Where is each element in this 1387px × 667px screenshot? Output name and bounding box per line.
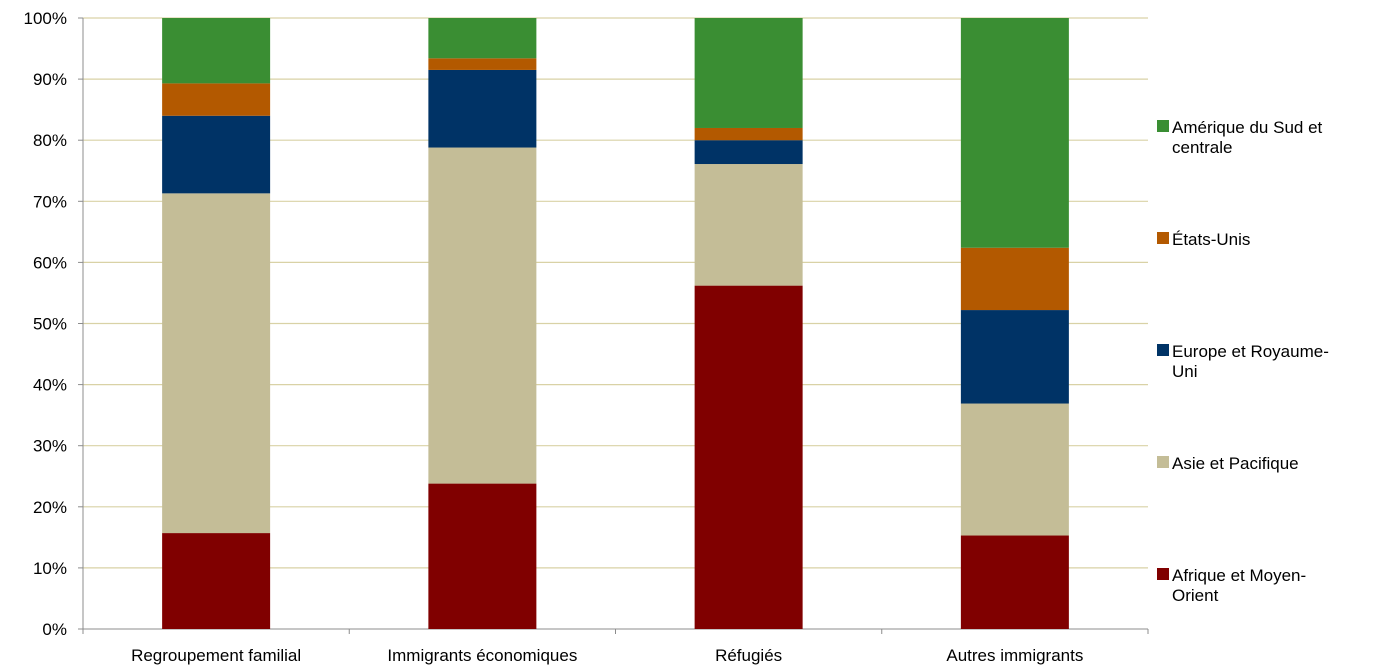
legend-swatch [1157,456,1169,468]
legend-swatch [1157,344,1169,356]
y-tick-label: 20% [33,498,67,517]
bar-segment-4-category-1 [162,83,271,116]
bar-segment-1-category-3 [694,285,803,629]
bar-segment-4-category-3 [694,127,803,141]
bars [162,18,1069,629]
bar-segment-1-category-4 [960,535,1069,629]
legend-swatch [1157,120,1169,132]
legend-label: Asie et Pacifique [1172,454,1299,473]
bar-segment-4-category-2 [428,58,537,70]
y-tick-label: 70% [33,192,67,211]
legend-label: Uni [1172,362,1198,381]
x-axis-tick-labels: Regroupement familial Immigrants économiq… [131,646,1083,665]
y-tick-label: 40% [33,376,67,395]
bar-segment-5-category-3 [694,18,803,128]
legend-swatch [1157,568,1169,580]
x-tick-label: Autres immigrants [946,646,1083,665]
bar-segment-3-category-1 [162,115,271,194]
bar-segment-2-category-1 [162,193,271,534]
x-tick-label: Réfugiés [715,646,782,665]
bar-segment-1-category-2 [428,483,537,629]
bar-segment-5-category-2 [428,18,537,59]
y-tick-label: 90% [33,70,67,89]
bar-segment-3-category-4 [960,310,1069,404]
legend-item: Asie et Pacifique [1157,454,1299,473]
legend-item: Afrique et Moyen-Orient [1157,566,1306,605]
y-tick-label: 50% [33,315,67,334]
bar-segment-3-category-3 [694,140,803,165]
bar-segment-1-category-1 [162,533,271,629]
legend-label: Europe et Royaume- [1172,342,1329,361]
bar-segment-4-category-4 [960,247,1069,311]
legend-item: Europe et Royaume-Uni [1157,342,1329,381]
x-tick-label: Regroupement familial [131,646,301,665]
y-tick-label: 100% [24,9,67,28]
y-tick-label: 0% [42,620,67,639]
bar-segment-5-category-4 [960,18,1069,248]
legend-label: Afrique et Moyen- [1172,566,1306,585]
legend-label: Orient [1172,586,1219,605]
y-tick-label: 10% [33,559,67,578]
bar-segment-2-category-2 [428,147,537,484]
y-tick-label: 60% [33,253,67,272]
legend-label: États-Unis [1172,230,1250,249]
bar-segment-2-category-4 [960,403,1069,536]
x-tick-label: Immigrants économiques [387,646,577,665]
y-tick-label: 30% [33,437,67,456]
legend-item: États-Unis [1157,230,1250,249]
legend-label: Amérique du Sud et [1172,118,1323,137]
legend-swatch [1157,232,1169,244]
y-axis-tick-labels: 0% 10% 20% 30% 40% 50% 60% 70% 80% 90% 100% [24,9,67,639]
legend-label: centrale [1172,138,1232,157]
bar-segment-3-category-2 [428,69,537,148]
y-tick-label: 80% [33,131,67,150]
bar-segment-2-category-3 [694,164,803,286]
bar-segment-5-category-1 [162,18,271,84]
